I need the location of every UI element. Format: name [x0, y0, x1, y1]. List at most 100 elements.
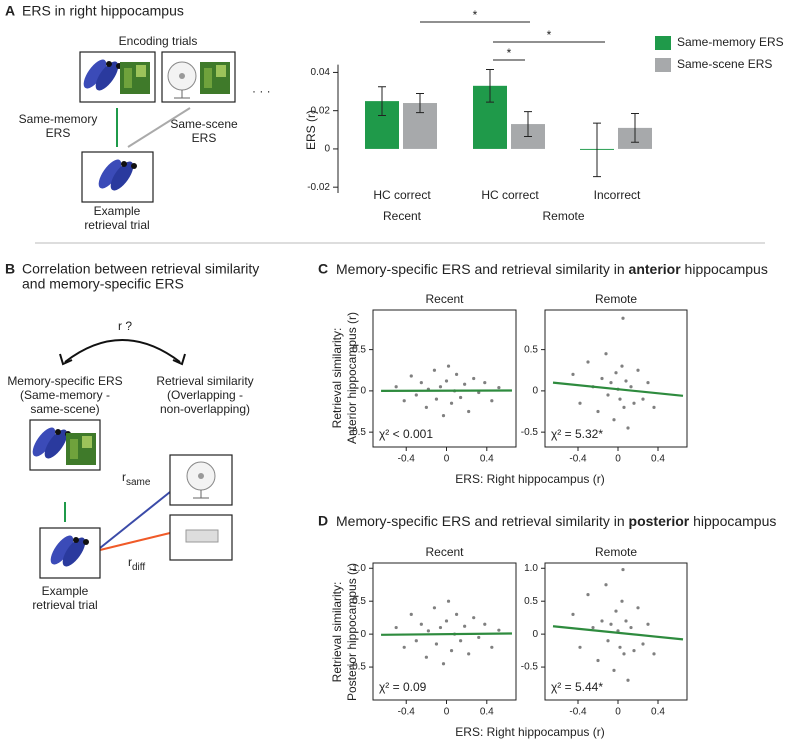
point: [621, 316, 625, 320]
point: [632, 649, 636, 653]
x-tick-label: 0.4: [651, 707, 665, 718]
point: [472, 376, 476, 381]
point: [490, 645, 494, 649]
flipper: [44, 429, 68, 459]
r-label: r: [122, 470, 126, 484]
point: [446, 364, 451, 368]
diagram-label: r ?: [118, 319, 132, 333]
y-tick-label: -0.02: [307, 182, 330, 193]
y-tick-label: 0.04: [311, 67, 331, 78]
title-part: Memory-specific ERS and retrieval simila…: [336, 513, 629, 529]
point: [449, 401, 454, 405]
diagram-label: retrieval trial: [32, 598, 97, 612]
point: [586, 360, 590, 364]
annotation: χ² = 5.44*: [551, 680, 603, 694]
diagram-label: Same-scene: [170, 117, 238, 131]
point: [424, 655, 428, 659]
legend-label: Same-memory ERS: [677, 35, 784, 49]
diagram-label: Memory-specific ERS: [7, 374, 122, 388]
point: [621, 567, 625, 572]
diagram-label: Example: [94, 204, 141, 218]
diagram-label: retrieval trial: [84, 218, 149, 232]
connector: [99, 491, 171, 549]
point: [497, 628, 501, 632]
plot-frame: [544, 562, 688, 701]
point: [409, 612, 413, 616]
fit-line: [381, 632, 512, 636]
r-subscript: diff: [132, 562, 145, 573]
point: [434, 642, 439, 646]
x-tick-label: -0.4: [569, 707, 587, 718]
y-tick-label: 0: [360, 629, 366, 640]
y-tick-label: -0.5: [521, 427, 539, 438]
point: [646, 381, 650, 385]
point: [402, 645, 406, 649]
fan: [174, 90, 190, 99]
significance-label: *: [547, 28, 552, 42]
x-tick-label: HC correct: [373, 188, 431, 202]
panel-label: B: [5, 261, 15, 277]
y-tick-label: 0.5: [352, 596, 366, 607]
y-tick-label: 1.0: [352, 563, 366, 574]
error-bar: [378, 86, 386, 116]
title-part: Memory-specific ERS and retrieval simila…: [336, 261, 629, 277]
point: [441, 414, 446, 418]
plot-frame: [544, 309, 688, 448]
point: [620, 364, 624, 368]
panel-title: and memory-specific ERS: [22, 276, 184, 292]
flipper: [95, 61, 119, 91]
x-tick-label: 0.4: [480, 707, 494, 718]
point: [483, 622, 487, 626]
flipper: [62, 537, 86, 567]
x-tick-label: 0: [615, 707, 621, 718]
point: [606, 639, 610, 643]
scene: [204, 68, 212, 88]
point: [618, 645, 622, 649]
legend-swatch: [655, 58, 671, 72]
object: [185, 529, 219, 543]
x-tick-label: -0.4: [569, 454, 587, 465]
x-tick-label: 0: [444, 707, 450, 718]
point: [434, 397, 439, 401]
y-tick-label: -0.5: [349, 662, 367, 673]
fit-line: [552, 625, 684, 641]
scene: [136, 65, 146, 77]
diagram-label: same-scene): [30, 402, 99, 416]
point: [578, 645, 582, 649]
title-part: anterior: [629, 261, 682, 277]
point: [459, 639, 463, 643]
point: [467, 409, 471, 414]
diagram-label: Same-memory: [19, 112, 98, 126]
panel-title: ERS in right hippocampus: [22, 3, 184, 19]
point: [490, 399, 494, 403]
point: [596, 658, 600, 663]
point: [591, 625, 595, 630]
point: [414, 639, 418, 643]
x-tick-label: Incorrect: [594, 188, 641, 202]
title-part: posterior: [629, 513, 690, 529]
significance-label: *: [507, 46, 512, 60]
point: [419, 622, 423, 626]
x-axis-label: ERS: Right hippocampus (r): [455, 472, 604, 486]
x-tick-label: 0: [444, 454, 450, 465]
subplot-title: Remote: [595, 545, 637, 559]
y-axis-label: Retrieval similarity:: [330, 328, 344, 429]
y-axis-label: Posterior hippocampus (r): [345, 563, 359, 701]
point: [626, 678, 630, 682]
point: [432, 606, 437, 610]
panel-title: Memory-specific ERS and retrieval simila…: [336, 261, 768, 277]
r-label: r: [128, 555, 132, 569]
ellipsis: · · ·: [252, 84, 271, 98]
point: [414, 393, 418, 397]
plot-frame: [372, 309, 517, 448]
point: [426, 629, 430, 633]
fan: [198, 473, 204, 479]
y-tick-label: 0: [360, 386, 366, 397]
y-tick-label: 0: [324, 144, 330, 155]
diagram-label: Example: [42, 584, 89, 598]
point: [438, 385, 443, 389]
y-tick-label: 0: [532, 629, 538, 640]
x-tick-label: 0: [615, 454, 621, 465]
diagram-label: Retrieval similarity: [156, 374, 253, 388]
y-tick-label: 0.5: [352, 344, 366, 355]
